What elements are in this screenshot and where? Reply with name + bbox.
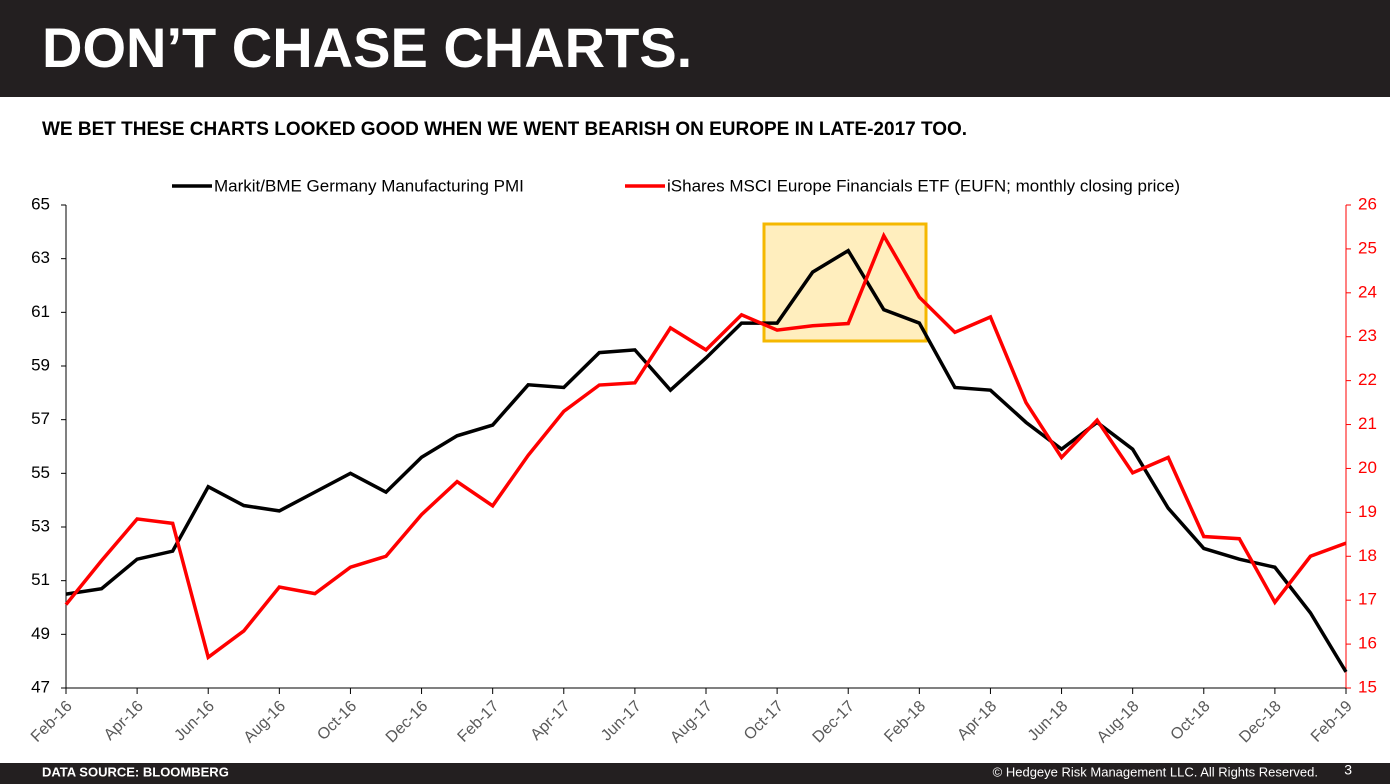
y2-tick-label: 19 — [1358, 502, 1377, 521]
x-tick-label: Dec-18 — [1236, 698, 1285, 747]
y2-tick-label: 20 — [1358, 458, 1377, 477]
y-tick-label: 47 — [31, 677, 50, 696]
x-tick-label: Aug-16 — [241, 698, 290, 747]
y-tick-label: 57 — [31, 409, 50, 428]
x-tick-label: Oct-17 — [741, 698, 787, 744]
y2-tick-label: 23 — [1358, 326, 1377, 345]
x-tick-label: Aug-18 — [1094, 698, 1143, 747]
y2-tick-label: 17 — [1358, 590, 1377, 609]
y-tick-label: 61 — [31, 302, 50, 321]
page-number: 3 — [1344, 762, 1352, 778]
x-tick-label: Apr-18 — [954, 698, 1000, 744]
legend-label: Markit/BME Germany Manufacturing PMI — [214, 176, 524, 195]
x-tick-label: Dec-16 — [383, 698, 432, 747]
chart-title: DON’T CHASE CHARTS. — [42, 16, 692, 79]
legend-label: iShares MSCI Europe Financials ETF (EUFN… — [667, 176, 1180, 195]
y2-tick-label: 15 — [1358, 677, 1377, 696]
y-tick-label: 53 — [31, 516, 50, 535]
y2-tick-label: 16 — [1358, 634, 1377, 653]
y2-tick-label: 24 — [1358, 282, 1377, 301]
y-tick-label: 51 — [31, 570, 50, 589]
x-tick-label: Jun-17 — [598, 698, 645, 745]
y-tick-label: 55 — [31, 463, 50, 482]
y-tick-label: 49 — [31, 624, 50, 643]
x-tick-label: Apr-16 — [101, 698, 147, 744]
y2-tick-label: 26 — [1358, 194, 1377, 213]
x-tick-label: Jun-18 — [1025, 698, 1072, 745]
x-tick-label: Feb-16 — [28, 698, 76, 746]
y2-tick-label: 21 — [1358, 414, 1377, 433]
y-tick-label: 65 — [31, 194, 50, 213]
x-tick-label: Dec-17 — [810, 698, 859, 747]
x-tick-label: Jun-16 — [171, 698, 218, 745]
x-tick-label: Feb-17 — [455, 698, 503, 746]
y-tick-label: 59 — [31, 355, 50, 374]
x-tick-label: Aug-17 — [667, 698, 716, 747]
highlight-box — [762, 222, 928, 343]
x-tick-label: Feb-19 — [1308, 698, 1356, 746]
footer-bar — [0, 763, 1390, 784]
x-tick-label: Oct-18 — [1168, 698, 1214, 744]
y2-tick-label: 18 — [1358, 546, 1377, 565]
chart-subtitle: WE BET THESE CHARTS LOOKED GOOD WHEN WE … — [42, 119, 967, 140]
y2-tick-label: 25 — [1358, 238, 1377, 257]
footer-copyright: © Hedgeye Risk Management LLC. All Right… — [993, 764, 1318, 779]
footer-source: DATA SOURCE: BLOOMBERG — [42, 764, 229, 779]
y2-tick-label: 22 — [1358, 370, 1377, 389]
y-tick-label: 63 — [31, 248, 50, 267]
series-line — [65, 248, 1348, 673]
x-tick-label: Feb-18 — [881, 698, 929, 746]
series-line — [64, 231, 1347, 661]
x-tick-label: Apr-17 — [528, 698, 574, 744]
x-tick-label: Oct-16 — [314, 698, 360, 744]
header-bar — [0, 0, 1390, 97]
